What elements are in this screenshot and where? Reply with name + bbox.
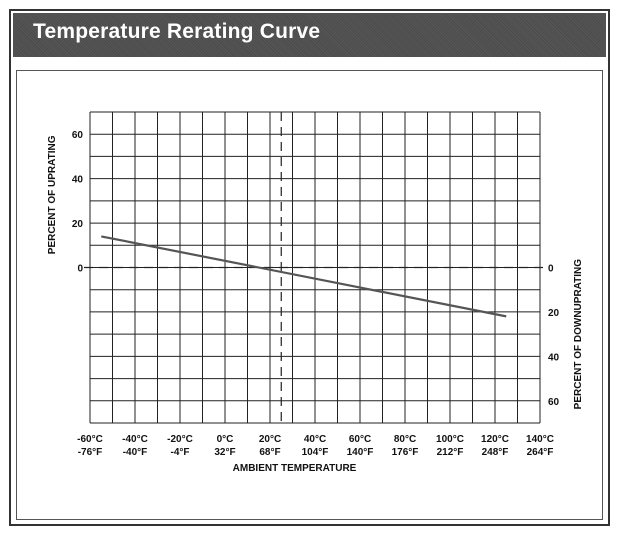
x-tick-label-fahrenheit: 176°F bbox=[392, 447, 419, 458]
y-tick-label-left: 0 bbox=[77, 264, 83, 275]
x-tick-label-fahrenheit: 104°F bbox=[302, 447, 329, 458]
plot-box bbox=[16, 70, 603, 520]
x-tick-label-fahrenheit: -40°F bbox=[123, 447, 148, 458]
x-tick-label-celsius: -40°C bbox=[122, 434, 148, 445]
x-tick-label-fahrenheit: 248°F bbox=[482, 447, 509, 458]
x-tick-label-celsius: 40°C bbox=[304, 434, 326, 445]
x-tick-label-celsius: 100°C bbox=[436, 434, 464, 445]
y-tick-label-left: 40 bbox=[72, 175, 84, 186]
x-tick-label-fahrenheit: 140°F bbox=[347, 447, 374, 458]
x-tick-label-celsius: 20°C bbox=[259, 434, 281, 445]
y-tick-label-right: 60 bbox=[548, 397, 560, 408]
x-tick-label-celsius: -60°C bbox=[77, 434, 103, 445]
title-bar: Temperature Rerating Curve bbox=[13, 13, 606, 57]
y-axis-label-right: PERCENT OF DOWNUPRATING bbox=[573, 259, 584, 410]
y-axis-label-left: PERCENT OF UPRATING bbox=[47, 135, 58, 254]
x-axis-label: AMBIENT TEMPERATURE bbox=[233, 463, 357, 474]
rerating-curve-line bbox=[101, 235, 507, 318]
x-tick-label-celsius: 140°C bbox=[526, 434, 554, 445]
x-tick-label-fahrenheit: -76°F bbox=[78, 447, 103, 458]
x-tick-label-fahrenheit: 32°F bbox=[214, 447, 235, 458]
x-tick-label-celsius: 80°C bbox=[394, 434, 416, 445]
x-tick-label-fahrenheit: -4°F bbox=[171, 447, 190, 458]
x-tick-label-celsius: -20°C bbox=[167, 434, 193, 445]
y-tick-label-left: 60 bbox=[72, 130, 84, 141]
page-title: Temperature Rerating Curve bbox=[33, 20, 321, 43]
y-tick-label-right: 20 bbox=[548, 308, 560, 319]
x-tick-label-celsius: 60°C bbox=[349, 434, 371, 445]
x-tick-label-fahrenheit: 212°F bbox=[437, 447, 464, 458]
y-tick-label-right: 40 bbox=[548, 352, 560, 363]
x-tick-label-celsius: 120°C bbox=[481, 434, 509, 445]
x-tick-label-fahrenheit: 68°F bbox=[259, 447, 280, 458]
y-tick-label-right: 0 bbox=[548, 264, 554, 275]
x-tick-label-fahrenheit: 264°F bbox=[527, 447, 554, 458]
x-tick-label-celsius: 0°C bbox=[217, 434, 234, 445]
y-tick-label-left: 20 bbox=[72, 219, 84, 230]
